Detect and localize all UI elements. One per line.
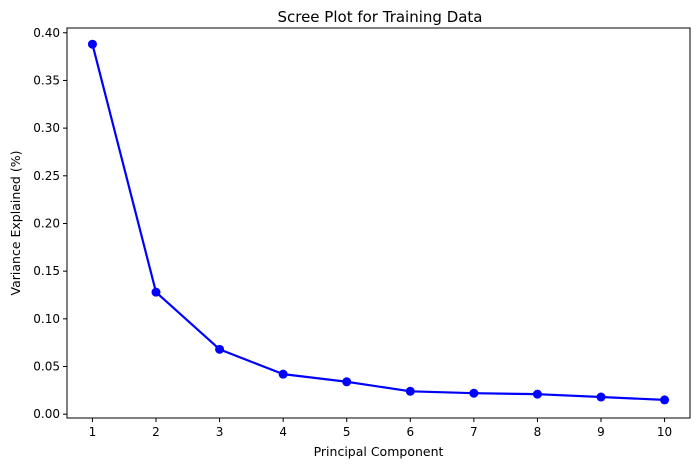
y-tick-label: 0.00 xyxy=(33,407,60,421)
data-point-pc3 xyxy=(215,344,225,354)
axes-frame xyxy=(66,27,691,419)
data-point-pc1 xyxy=(87,39,97,49)
data-point-pc2 xyxy=(151,287,161,297)
y-tick-label: 0.05 xyxy=(33,360,60,374)
x-tick-label: 6 xyxy=(406,425,414,439)
y-axis-label: Variance Explained (%) xyxy=(8,151,23,296)
y-tick-label: 0.25 xyxy=(33,169,60,183)
chart-title: Scree Plot for Training Data xyxy=(277,8,482,26)
data-point-pc9 xyxy=(596,392,606,402)
data-point-pc6 xyxy=(405,386,415,396)
data-point-pc10 xyxy=(660,395,670,405)
data-point-pc5 xyxy=(342,377,352,387)
x-tick-label: 10 xyxy=(657,425,672,439)
x-tick-label: 5 xyxy=(343,425,351,439)
x-tick-label: 8 xyxy=(534,425,542,439)
series-group xyxy=(87,39,670,405)
plot-area: 0.00 0.05 0.10 0.15 0.20 0.25 0.30 0.35 0.40 1 2 3… xyxy=(33,26,691,439)
x-tick-label: 9 xyxy=(597,425,605,439)
y-tick-label: 0.15 xyxy=(33,264,60,278)
x-axis: 1 2 3 4 5 6 7 8 9 10 xyxy=(89,418,672,439)
y-tick-label: 0.35 xyxy=(33,73,60,87)
data-point-pc7 xyxy=(469,388,479,398)
y-tick-label: 0.20 xyxy=(33,216,60,230)
y-tick-label: 0.40 xyxy=(33,26,60,40)
y-axis: 0.00 0.05 0.10 0.15 0.20 0.25 0.30 0.35 0.40 xyxy=(33,26,67,421)
x-tick-label: 7 xyxy=(470,425,478,439)
x-tick-label: 2 xyxy=(152,425,160,439)
data-point-pc4 xyxy=(278,369,288,379)
x-tick-label: 3 xyxy=(216,425,224,439)
x-tick-label: 4 xyxy=(279,425,287,439)
data-point-pc8 xyxy=(532,389,542,399)
y-tick-label: 0.30 xyxy=(33,121,60,135)
y-tick-label: 0.10 xyxy=(33,312,60,326)
series-line xyxy=(91,43,665,401)
x-tick-label: 1 xyxy=(89,425,97,439)
x-axis-label: Principal Component xyxy=(314,444,444,459)
